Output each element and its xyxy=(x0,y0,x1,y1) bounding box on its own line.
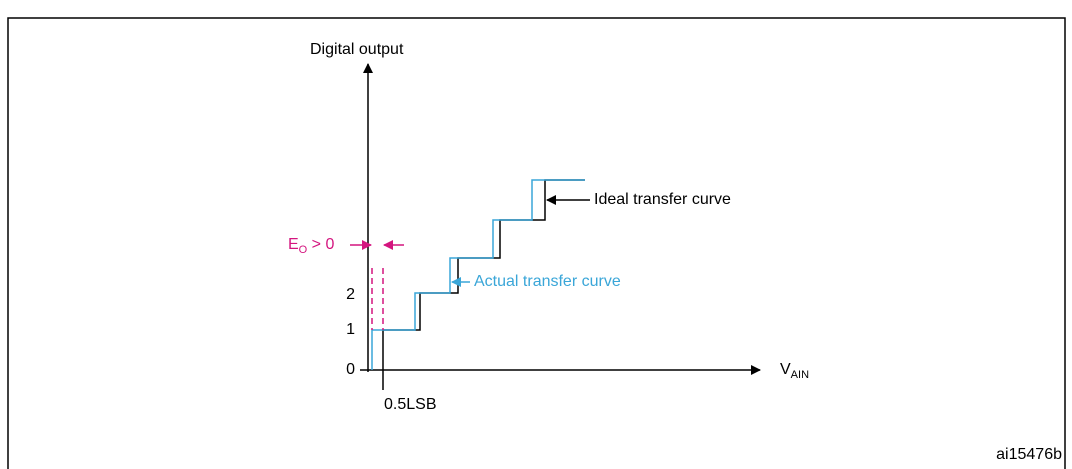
tick-label: 1 xyxy=(346,321,355,338)
offset-rest: > 0 xyxy=(307,236,334,253)
x-axis-label-sub: AIN xyxy=(791,369,809,381)
offset-sub: O xyxy=(299,244,308,256)
actual-curve xyxy=(371,179,585,370)
figure-id: ai15476b xyxy=(996,446,1062,463)
tick-label: 0 xyxy=(346,361,355,378)
y-axis-label: Digital output xyxy=(310,41,404,58)
frame xyxy=(7,17,1066,469)
tick-label: 2 xyxy=(346,286,355,303)
lsb-label: 0.5LSB xyxy=(384,396,436,413)
x-axis-label-main: V xyxy=(780,361,791,378)
actual-label: Actual transfer curve xyxy=(474,273,621,290)
x-axis-label: VAIN xyxy=(780,361,809,381)
ideal-label: Ideal transfer curve xyxy=(594,191,731,208)
offset-label: EO > 0 xyxy=(288,236,334,256)
offset-main: E xyxy=(288,236,299,253)
